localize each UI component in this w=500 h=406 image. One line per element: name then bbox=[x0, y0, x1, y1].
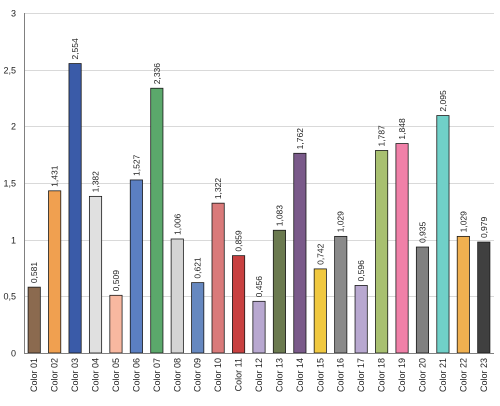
bar bbox=[48, 190, 62, 354]
data-label: 0,596 bbox=[356, 260, 366, 282]
data-label: 1,029 bbox=[336, 211, 346, 233]
data-label: 0,979 bbox=[479, 217, 489, 239]
bar bbox=[88, 195, 103, 354]
data-label: 1,382 bbox=[91, 171, 101, 193]
data-label: 0,509 bbox=[111, 270, 121, 292]
x-tick-label: Color 10 bbox=[213, 358, 223, 392]
y-axis-tick-labels: 0 0,5 1 1,5 2 2,5 3 bbox=[3, 9, 16, 359]
bar bbox=[375, 150, 389, 354]
data-label: 1,006 bbox=[172, 213, 182, 235]
x-tick-label: Color 03 bbox=[70, 358, 80, 392]
bar bbox=[27, 286, 41, 354]
x-tick-label: Color 08 bbox=[172, 358, 182, 392]
data-label: 1,527 bbox=[131, 154, 141, 176]
y-tick-label: 0 bbox=[11, 349, 16, 359]
bar bbox=[477, 241, 491, 354]
y-tick-label: 2,5 bbox=[3, 66, 16, 76]
bar bbox=[293, 152, 307, 354]
x-tick-label: Color 06 bbox=[131, 358, 141, 392]
x-tick-label: Color 20 bbox=[417, 358, 427, 392]
bar bbox=[395, 143, 409, 354]
x-tick-label: Color 05 bbox=[111, 358, 121, 392]
x-tick-label: Color 04 bbox=[91, 358, 101, 392]
y-tick-label: 1,5 bbox=[3, 179, 16, 189]
bar bbox=[456, 235, 470, 354]
data-label: 1,787 bbox=[377, 125, 387, 147]
x-tick-label: Color 16 bbox=[336, 358, 346, 392]
data-label: 2,336 bbox=[152, 63, 162, 85]
bar bbox=[272, 229, 286, 354]
x-tick-label: Color 11 bbox=[234, 358, 244, 391]
x-tick-label: Color 21 bbox=[438, 358, 448, 392]
data-label: 2,095 bbox=[438, 90, 448, 112]
data-label: 0,859 bbox=[234, 230, 244, 252]
x-tick-label: Color 12 bbox=[254, 358, 264, 392]
x-tick-label: Color 19 bbox=[397, 358, 407, 392]
x-axis-category-labels: Color 01 Color 02 Color 03 Color 04 Color 05… bbox=[29, 358, 489, 392]
x-tick-label: Color 07 bbox=[152, 358, 162, 392]
y-tick-label: 0,5 bbox=[3, 292, 16, 302]
x-tick-label: Color 01 bbox=[29, 358, 39, 392]
x-tick-label: Color 09 bbox=[193, 358, 203, 392]
bars bbox=[27, 63, 491, 354]
bar bbox=[211, 202, 225, 354]
bar bbox=[109, 294, 123, 354]
bar bbox=[129, 179, 143, 354]
data-label: 1,322 bbox=[213, 178, 223, 200]
x-tick-label: Color 23 bbox=[479, 358, 489, 392]
data-label: 0,742 bbox=[315, 243, 325, 265]
y-tick-label: 2 bbox=[11, 122, 16, 132]
bar bbox=[170, 238, 184, 354]
bar bbox=[191, 282, 205, 354]
x-tick-label: Color 15 bbox=[315, 358, 325, 392]
data-label: 1,762 bbox=[295, 128, 305, 150]
x-tick-label: Color 18 bbox=[377, 358, 387, 392]
data-label: 1,848 bbox=[397, 118, 407, 140]
data-labels: 0,581 1,431 2,554 1,382 0,509 1,527 2,336 1,006… bbox=[29, 38, 489, 297]
data-label: 1,431 bbox=[50, 165, 60, 187]
x-tick-label: Color 17 bbox=[356, 358, 366, 392]
data-label: 0,581 bbox=[29, 262, 39, 284]
bar bbox=[415, 246, 430, 354]
data-label: 1,083 bbox=[274, 205, 284, 227]
x-tick-label: Color 13 bbox=[274, 358, 284, 392]
bar bbox=[150, 87, 164, 354]
x-tick-label: Color 02 bbox=[50, 358, 60, 392]
gridlines bbox=[24, 13, 494, 297]
y-tick-label: 3 bbox=[11, 9, 16, 19]
bar bbox=[68, 63, 82, 354]
bar bbox=[252, 300, 266, 354]
bar bbox=[354, 285, 368, 354]
data-label: 0,621 bbox=[193, 257, 203, 279]
y-tick-label: 1 bbox=[11, 236, 16, 246]
bar bbox=[313, 268, 327, 354]
data-label: 0,935 bbox=[417, 221, 427, 243]
bar bbox=[334, 235, 348, 354]
data-label: 2,554 bbox=[70, 38, 80, 60]
data-label: 0,456 bbox=[254, 276, 264, 298]
bar bbox=[232, 255, 246, 354]
x-tick-label: Color 14 bbox=[295, 358, 305, 392]
bar bbox=[436, 115, 450, 354]
x-tick-label: Color 22 bbox=[458, 358, 468, 392]
data-label: 1,029 bbox=[458, 211, 468, 233]
